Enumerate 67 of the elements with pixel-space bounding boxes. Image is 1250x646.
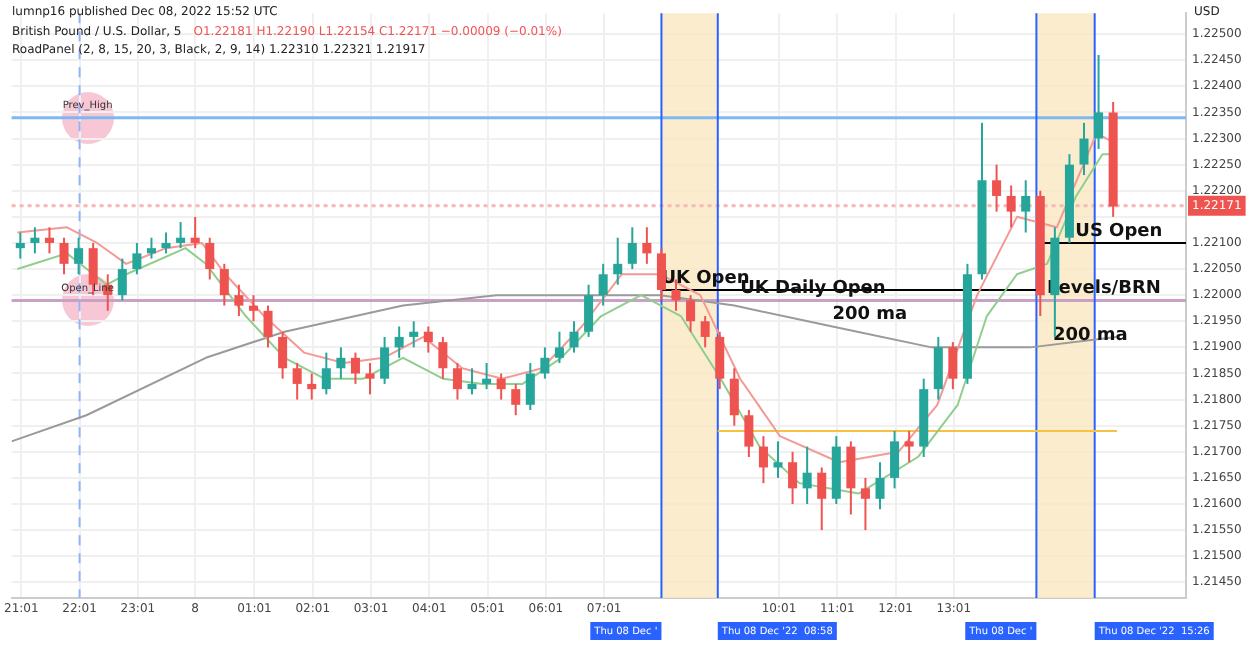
candlestick [686, 294, 696, 333]
candlestick [146, 236, 156, 260]
candlestick [554, 330, 564, 365]
candlestick [1021, 179, 1031, 234]
candlestick [132, 241, 142, 276]
candlestick [190, 215, 200, 250]
candlestick [176, 221, 186, 250]
candlestick [321, 351, 331, 396]
candlestick [496, 372, 506, 401]
candlestick [438, 335, 448, 380]
candlestick [219, 262, 229, 307]
candlestick [744, 409, 754, 459]
candlestick [336, 346, 346, 380]
candlestick [117, 257, 127, 302]
candlestick [205, 236, 215, 281]
candlestick [74, 236, 84, 276]
candlestick [875, 461, 885, 511]
candlestick [394, 325, 404, 359]
candlestick [423, 325, 433, 354]
candlestick [380, 335, 390, 385]
candlestick [933, 335, 943, 401]
annotation: 200 ma [1052, 326, 1128, 347]
candlestick [715, 330, 725, 391]
candlestick [992, 163, 1002, 213]
candlestick [482, 362, 492, 391]
candlestick [263, 304, 273, 349]
candlestick [292, 362, 302, 401]
annotation: 200 ma [832, 305, 908, 326]
candlestick [613, 236, 623, 286]
candlestick [569, 320, 579, 354]
candlestick [350, 351, 360, 385]
candlestick [627, 226, 637, 271]
candlestick [409, 320, 419, 349]
candlestick [365, 362, 375, 396]
candlestick [773, 440, 783, 479]
candlestick [15, 231, 25, 260]
candlestick [817, 466, 827, 532]
candlestick [525, 362, 535, 412]
candlestick [278, 330, 288, 380]
candlestick [1006, 184, 1016, 229]
candlestick [584, 283, 594, 338]
candlestick [1094, 53, 1104, 150]
candlestick [788, 450, 798, 506]
candlestick [511, 382, 521, 417]
candlestick [656, 247, 666, 302]
candlestick [598, 262, 608, 307]
candlestick [642, 226, 652, 265]
candlestick [890, 429, 900, 490]
candlestick [234, 283, 244, 318]
candlestick [700, 315, 710, 349]
candlestick [904, 429, 914, 464]
candlestick [802, 445, 812, 506]
candlestick [307, 372, 317, 401]
candlestick [452, 362, 462, 401]
candlestick [1079, 121, 1089, 177]
candlestick [59, 236, 69, 276]
candlestick [44, 226, 54, 255]
candlestick [729, 367, 739, 427]
candlestick [860, 476, 870, 532]
candlestick [758, 435, 768, 485]
candlestick [161, 231, 171, 255]
candlestick [846, 440, 856, 516]
candlestick [467, 367, 477, 396]
candlestick [948, 341, 958, 391]
candlestick [30, 226, 40, 255]
candlestick [540, 346, 550, 380]
candlestick [248, 294, 258, 323]
